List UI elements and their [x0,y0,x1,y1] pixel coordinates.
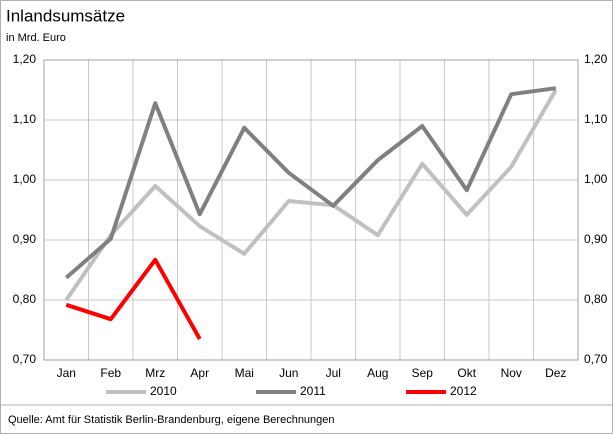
chart-subtitle: in Mrd. Euro [6,32,66,44]
y-tick-label: 0,90 [13,232,37,246]
series-line [64,86,557,280]
series-line [65,257,202,340]
y-tick-label: 1,20 [13,52,37,66]
legend-label: 2010 [150,384,177,398]
x-tick-label: Mrz [145,366,165,380]
y-tick-label: 0,70 [13,352,37,366]
y-right-tick-label: 1,00 [584,172,608,186]
legend-label: 2011 [300,384,326,398]
chart-title: Inlandsumsätze [6,6,125,25]
x-tick-label: Jul [326,366,341,380]
series-line [64,88,558,302]
y-right-tick-label: 1,10 [584,112,608,126]
x-tick-label: Nov [501,366,522,380]
x-tick-label: Feb [100,366,121,380]
y-right-tick-label: 0,90 [584,232,608,246]
x-tick-label: Mai [235,366,254,380]
x-tick-label: Jan [57,366,76,380]
x-tick-label: Okt [457,366,476,380]
x-tick-label: Aug [367,366,388,380]
y-tick-label: 1,10 [13,112,37,126]
y-tick-label: 0,80 [13,292,37,306]
x-tick-label: Jun [279,366,298,380]
y-right-tick-label: 0,70 [584,352,608,366]
legend-label: 2012 [450,384,477,398]
plot-area [43,59,579,361]
x-tick-label: Sep [412,366,434,380]
y-right-tick-label: 1,20 [584,52,608,66]
x-tick-label: Apr [190,366,209,380]
y-tick-label: 1,00 [13,172,37,186]
y-right-tick-label: 0,80 [584,292,608,306]
x-tick-label: Dez [545,366,566,380]
source: Quelle: Amt für Statistik Berlin-Branden… [8,414,335,426]
